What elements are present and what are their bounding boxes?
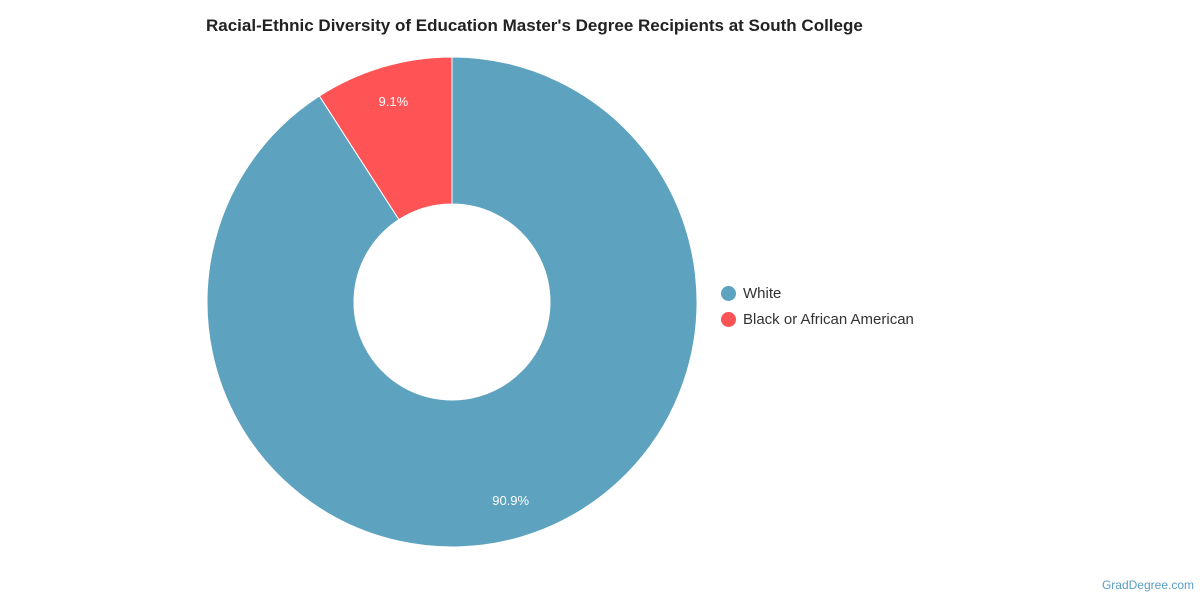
slice-label-black-or-african-american: 9.1% [379,94,409,109]
source-credit-link[interactable]: GradDegree.com [1101,578,1194,592]
legend-swatch-black-or-african-american [721,311,736,327]
slice-labels-group: 90.9% 9.1% [379,94,530,508]
slice-label-white: 90.9% [492,493,529,508]
legend-label-black-or-african-american: Black or African American [743,310,914,328]
slice-white[interactable] [206,56,698,548]
slice-black-or-african-american[interactable] [318,56,453,221]
legend-label-white: White [743,284,782,302]
legend-swatch-white [721,285,736,301]
chart-legend: White Black or African American [721,280,914,332]
legend-item-black-or-african-american[interactable]: Black or African American [721,306,914,332]
chart-title: Racial-Ethnic Diversity of Education Mas… [206,16,863,35]
legend-item-white[interactable]: White [721,280,914,306]
slices-group [206,56,698,548]
